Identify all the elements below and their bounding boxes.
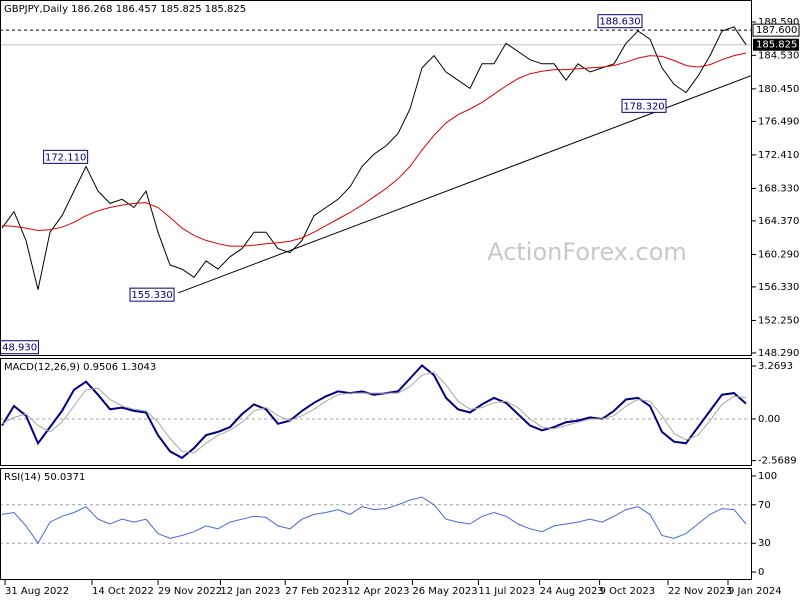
series-line (1, 52, 747, 247)
x-tick-label: 27 Feb 2023 (285, 586, 347, 597)
y-tick-label: 180.450 (758, 84, 799, 95)
annotation-label: 148.930 (0, 343, 37, 354)
x-tick-label: 12 Apr 2023 (348, 586, 410, 597)
y-tick-label: 188.590 (758, 17, 799, 28)
annotation-box (0, 340, 39, 355)
level-tag-label: 187.600 (756, 25, 797, 36)
x-tick-label: 29 Nov 2022 (158, 586, 222, 597)
annotation-box (597, 14, 643, 29)
y-tick-label: 164.370 (758, 216, 799, 227)
pane (0, 364, 752, 460)
pane (0, 496, 752, 545)
level-tag (752, 23, 800, 37)
y-tick-label: 156.330 (758, 282, 799, 293)
annotation-label: 155.330 (131, 290, 172, 301)
x-tick-label: 14 Oct 2022 (92, 586, 154, 597)
annotation-box (129, 287, 175, 302)
y-tick-label: 172.410 (758, 150, 799, 161)
last-price-tag (753, 38, 799, 51)
y-tick-label: -2.5689 (758, 456, 797, 467)
y-tick-label: 148.290 (758, 348, 799, 359)
series-line (1, 26, 747, 290)
annotation-label: 178.320 (623, 101, 664, 112)
x-tick-label: 26 May 2023 (412, 586, 477, 597)
y-tick-label: 70 (758, 500, 771, 511)
pane-border (0, 358, 752, 466)
y-tick-label: 3.2693 (758, 361, 793, 372)
y-tick-label: 0.00 (758, 414, 780, 425)
pane-border (0, 0, 752, 356)
y-tick-label: 160.290 (758, 249, 799, 260)
x-tick-label: 11 Jul 2023 (478, 586, 535, 597)
series-line (1, 364, 747, 460)
x-tick-label: 9 Jan 2024 (728, 586, 782, 597)
annotation-label: 188.630 (599, 17, 640, 28)
y-tick-label: 168.330 (758, 183, 799, 194)
y-tick-label: 100 (758, 471, 777, 482)
annotation-box (43, 149, 89, 164)
x-tick-label: 12 Jan 2023 (220, 586, 280, 597)
x-tick-label: 31 Aug 2022 (5, 586, 69, 597)
pane-title: GBPJPY,Daily 186.268 186.457 185.825 185… (4, 4, 246, 15)
watermark: ActionForex.com (487, 238, 687, 266)
pane-border (0, 468, 752, 580)
y-tick-label: 152.250 (758, 315, 799, 326)
pane-title: RSI(14) 50.0371 (4, 472, 85, 483)
x-tick-label: 9 Oct 2023 (600, 586, 655, 597)
series-line (1, 371, 747, 454)
pane-title: MACD(12,26,9) 0.9506 1.3043 (4, 362, 156, 373)
pane: 188.630 172.110 155.330 178.320 148.930 (0, 14, 752, 355)
x-tick-label: 24 Aug 2023 (540, 586, 604, 597)
y-tick-label: 176.490 (758, 116, 799, 127)
annotation-box (621, 98, 667, 113)
y-tick-label: 30 (758, 538, 771, 549)
last-price-label: 185.825 (756, 40, 797, 51)
y-tick-label: 0 (758, 567, 764, 578)
y-tick-label: 184.530 (758, 50, 799, 61)
series-line (1, 496, 747, 545)
x-tick-label: 22 Nov 2023 (668, 586, 732, 597)
annotation-label: 172.110 (45, 152, 86, 163)
